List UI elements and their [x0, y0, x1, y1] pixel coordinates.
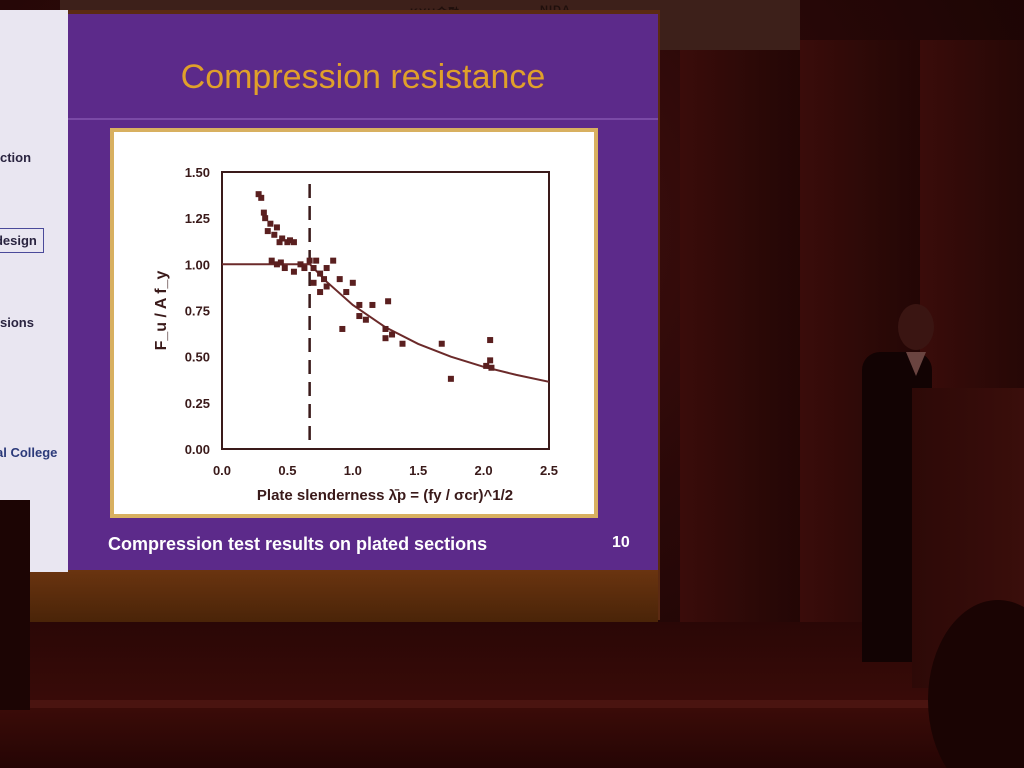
stage-floor: [0, 622, 1024, 768]
data-point: [279, 235, 286, 242]
slide-sidebar: ction t design sions al College: [0, 10, 68, 572]
chair-silhouette: [0, 500, 30, 710]
x-tick-label: 0.5: [278, 463, 296, 478]
sidebar-item: sions: [0, 315, 34, 330]
y-tick-label: 1.25: [185, 211, 210, 226]
data-point: [313, 257, 320, 264]
speaker-head: [898, 304, 934, 350]
data-point: [310, 279, 317, 286]
y-tick-label: 1.00: [185, 257, 210, 272]
data-point: [487, 337, 494, 344]
slide-page-number: 10: [612, 534, 630, 551]
presentation-slide: Compression resistance 0.00 0.25 0.50 0.75 1…: [68, 14, 658, 570]
y-tick-label: 0.75: [185, 304, 210, 319]
data-point: [339, 325, 346, 332]
data-point: [264, 228, 271, 235]
data-point: [258, 194, 265, 201]
data-point: [356, 313, 363, 320]
data-point: [343, 289, 350, 296]
data-point: [389, 331, 396, 338]
data-point: [290, 239, 297, 246]
sidebar-item: ction: [0, 150, 32, 165]
data-point: [487, 357, 494, 364]
data-point: [287, 237, 294, 244]
sidebar-item: al College: [0, 445, 58, 460]
y-tick-label: 0.00: [185, 442, 210, 457]
data-point: [262, 215, 269, 222]
sidebar-item-active: t design: [0, 228, 44, 253]
data-point: [317, 289, 324, 296]
x-tick-label: 1.0: [344, 463, 362, 478]
y-tick-label: 1.50: [185, 165, 210, 180]
data-point: [330, 257, 337, 264]
data-point: [349, 279, 356, 286]
data-point: [362, 316, 369, 323]
data-points: [255, 191, 495, 382]
x-tick-labels: 0.0 0.5 1.0 1.5 2.0 2.5: [213, 463, 558, 478]
data-point: [271, 231, 278, 238]
data-point: [323, 283, 330, 290]
data-point: [301, 265, 308, 272]
data-point: [382, 335, 389, 342]
data-point: [267, 220, 274, 227]
curtain-panel: [680, 40, 800, 640]
data-point: [321, 276, 328, 283]
data-point: [268, 257, 275, 264]
y-tick-label: 0.50: [185, 350, 210, 365]
scatter-chart: 0.00 0.25 0.50 0.75 1.00 1.25 1.50 0.0 0.5 1.0 1.…: [153, 165, 558, 504]
y-axis-label: F_u / A f_y: [153, 271, 170, 351]
design-curve: [222, 263, 550, 383]
data-point: [317, 270, 324, 277]
data-point: [488, 364, 495, 371]
x-tick-label: 2.0: [475, 463, 493, 478]
data-point: [281, 265, 288, 272]
data-point: [255, 191, 262, 198]
data-point: [447, 375, 454, 382]
data-point: [310, 265, 317, 272]
screen-lower-edge: [28, 570, 658, 622]
x-tick-label: 2.5: [540, 463, 558, 478]
data-point: [273, 224, 280, 231]
data-point: [323, 265, 330, 272]
data-point: [382, 325, 389, 332]
data-point: [290, 268, 297, 275]
data-point: [369, 301, 376, 308]
x-axis-label: Plate slenderness λ̄p = (fy / σcr)^1/2: [257, 487, 513, 504]
data-point: [260, 209, 267, 216]
stage-edge: [0, 700, 1024, 708]
data-point: [297, 261, 304, 268]
plot-frame: [221, 171, 550, 450]
slide-title: Compression resistance: [180, 58, 546, 96]
slide-caption: Compression test results on plated secti…: [108, 534, 488, 554]
x-tick-label: 1.5: [409, 463, 427, 478]
y-tick-label: 0.25: [185, 396, 210, 411]
slide-divider: [68, 118, 658, 120]
data-point: [277, 259, 284, 266]
data-point: [356, 301, 363, 308]
data-point: [483, 362, 490, 369]
data-point: [336, 276, 343, 283]
data-point: [273, 261, 280, 268]
data-point: [438, 340, 445, 347]
data-point: [385, 298, 392, 305]
data-point: [306, 257, 313, 264]
data-point: [276, 239, 283, 246]
y-tick-labels: 0.00 0.25 0.50 0.75 1.00 1.25 1.50: [185, 165, 210, 457]
data-point: [399, 340, 406, 347]
chart-panel: 0.00 0.25 0.50 0.75 1.00 1.25 1.50 0.0 0.5 1.0 1.…: [110, 128, 598, 518]
x-tick-label: 0.0: [213, 463, 231, 478]
